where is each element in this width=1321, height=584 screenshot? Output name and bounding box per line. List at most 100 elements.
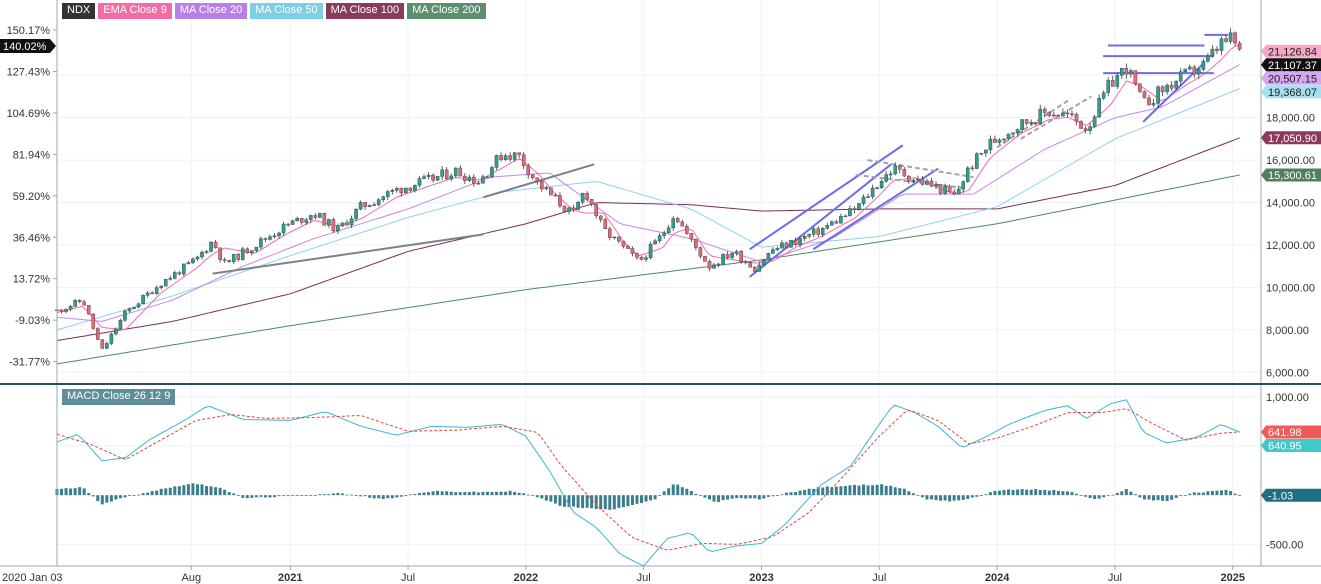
- macd-histogram-bar: [214, 487, 218, 496]
- candle: [589, 198, 594, 207]
- candle-body: [1210, 48, 1215, 57]
- macd-histogram-bar: [558, 495, 562, 506]
- candle-body: [508, 155, 512, 160]
- candle: [712, 262, 716, 269]
- macd-histogram-bar: [472, 491, 476, 496]
- macd-histogram-bar: [404, 495, 408, 497]
- candle: [975, 152, 979, 169]
- candle-body: [934, 184, 938, 187]
- macd-histogram-bar: [1219, 490, 1223, 496]
- candle-body: [571, 207, 576, 210]
- macd-histogram-bar: [871, 485, 875, 496]
- candle-body: [943, 186, 947, 194]
- candle-body: [476, 182, 481, 185]
- candle: [141, 294, 145, 305]
- candle-body: [662, 232, 666, 236]
- macd-histogram-bar: [205, 486, 209, 496]
- candle: [440, 165, 444, 181]
- horizontal-gridlines: [57, 74, 1261, 545]
- candle: [1033, 121, 1038, 126]
- macd-histogram-bar: [368, 495, 372, 498]
- macd-histogram-bar: [508, 490, 512, 496]
- candle: [775, 246, 780, 252]
- legend-chip-ma-close-200[interactable]: MA Close 200: [407, 3, 486, 19]
- candle-body: [200, 251, 204, 258]
- macd-histogram-bar: [1165, 495, 1169, 502]
- legend-chip-ma-close-100[interactable]: MA Close 100: [325, 3, 405, 19]
- candle: [1156, 85, 1160, 109]
- candle-body: [1147, 97, 1151, 106]
- candle-body: [1174, 80, 1178, 89]
- macd-histogram-bar: [146, 492, 150, 496]
- candle-body: [159, 285, 164, 288]
- macd-histogram-bar: [295, 495, 299, 496]
- candle: [725, 251, 730, 260]
- candle: [757, 262, 762, 272]
- candle: [1029, 119, 1033, 126]
- legend-chip-ndx[interactable]: NDX: [62, 3, 96, 19]
- macd-histogram-bar: [232, 493, 236, 496]
- macd-histogram-bar: [653, 495, 657, 500]
- macd-histogram-bar: [105, 495, 109, 503]
- candle-body: [1219, 38, 1224, 51]
- macd-histogram-bar: [902, 488, 906, 496]
- candle: [934, 181, 938, 190]
- macd-histogram-bar: [504, 491, 508, 496]
- candle: [1056, 114, 1061, 117]
- macd-histogram-bar: [762, 495, 766, 499]
- macd-histogram-bar: [177, 486, 181, 496]
- candle: [467, 174, 472, 183]
- candle: [530, 173, 535, 180]
- legend-chip-ma-close-20[interactable]: MA Close 20: [174, 3, 248, 19]
- candle: [762, 258, 766, 267]
- candle-body: [376, 199, 381, 205]
- macd-histogram-bar: [1115, 492, 1119, 496]
- macd-histogram-bar: [481, 491, 485, 496]
- candle: [390, 188, 395, 195]
- price-value-background: [1261, 58, 1321, 72]
- candle: [367, 204, 372, 207]
- candle: [952, 188, 956, 196]
- macd-histogram-bar: [467, 492, 471, 496]
- candle-body: [553, 194, 558, 197]
- legend-chip-ma-close-50[interactable]: MA Close 50: [250, 3, 323, 19]
- candle-body: [417, 178, 422, 186]
- macd-histogram-bar: [1043, 489, 1047, 496]
- macd-histogram-bar: [1192, 492, 1196, 496]
- macd-histogram-bar: [272, 495, 276, 498]
- candle-body: [1142, 91, 1147, 99]
- candle-body: [1070, 113, 1074, 115]
- candle-body: [322, 213, 327, 226]
- legend-chip-ema-close-9[interactable]: EMA Close 9: [98, 3, 172, 19]
- candle: [558, 192, 562, 209]
- candle: [730, 251, 734, 260]
- candle: [1129, 68, 1133, 78]
- macd-histogram-bar: [866, 485, 870, 496]
- macd-histogram-bar: [676, 484, 680, 496]
- macd-histogram-bar: [331, 493, 335, 496]
- macd-histogram-bar: [1002, 489, 1006, 496]
- candle: [540, 180, 544, 192]
- candle: [408, 187, 413, 193]
- candle: [861, 194, 866, 206]
- macd-histogram-bar: [911, 493, 915, 496]
- candle-body: [1165, 84, 1169, 93]
- candle: [739, 249, 743, 264]
- candle-body: [503, 155, 508, 160]
- candle: [1201, 58, 1206, 72]
- candle: [263, 237, 268, 243]
- macd-histogram-bar: [195, 484, 199, 496]
- time-tick-label: 2023: [749, 572, 773, 584]
- macd-histogram-bar: [517, 492, 521, 496]
- candle-body: [213, 241, 218, 249]
- candle: [186, 260, 191, 265]
- macd-histogram-bar: [173, 486, 177, 496]
- candle: [943, 183, 947, 195]
- candle-body: [635, 253, 639, 258]
- candle: [816, 226, 821, 237]
- macd-histogram-bar: [843, 486, 847, 496]
- candle: [73, 299, 77, 308]
- candle-body: [712, 264, 716, 269]
- candle: [576, 200, 580, 211]
- candle-body: [512, 152, 517, 160]
